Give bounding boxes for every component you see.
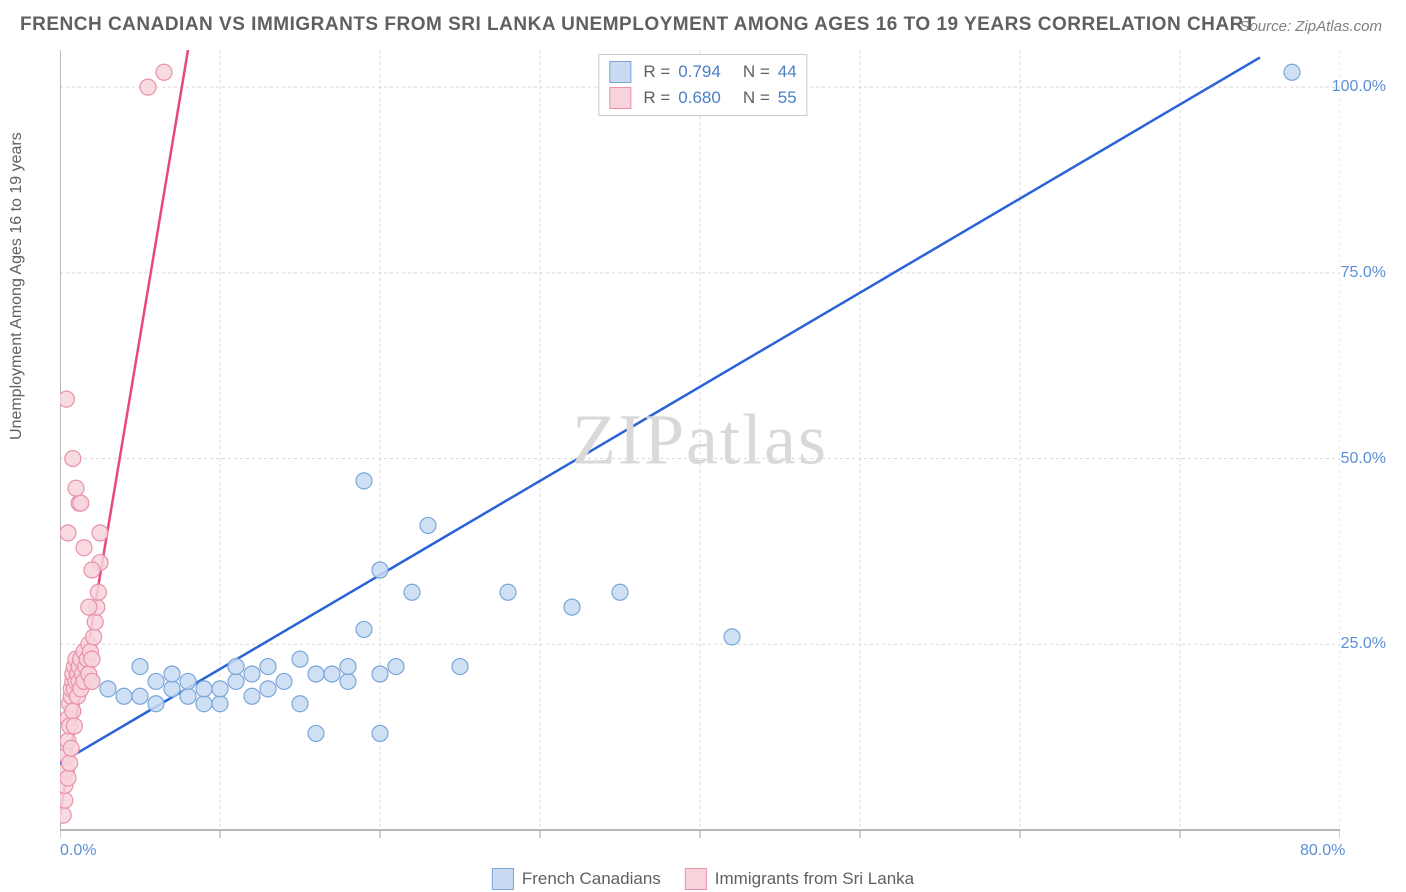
correlation-legend: R = 0.794 N = 44 R = 0.680 N = 55	[598, 54, 807, 116]
legend-item-2: Immigrants from Sri Lanka	[685, 868, 914, 890]
y-tick-label: 100.0%	[1332, 78, 1386, 96]
y-tick-label: 50.0%	[1341, 450, 1386, 468]
legend-bottom-swatch-2	[685, 868, 707, 890]
legend-swatch-2	[609, 87, 631, 109]
n-value-2: 55	[778, 88, 797, 108]
r-label: R =	[643, 88, 670, 108]
legend-item-1: French Canadians	[492, 868, 661, 890]
y-tick-label: 75.0%	[1341, 264, 1386, 282]
legend-row-series-2: R = 0.680 N = 55	[609, 85, 796, 111]
x-tick-label: 80.0%	[1300, 842, 1345, 860]
y-axis-label: Unemployment Among Ages 16 to 19 years	[8, 132, 26, 440]
r-value-1: 0.794	[678, 62, 721, 82]
r-value-2: 0.680	[678, 88, 721, 108]
legend-label-1: French Canadians	[522, 869, 661, 889]
n-value-1: 44	[778, 62, 797, 82]
legend-swatch-1	[609, 61, 631, 83]
legend-row-series-1: R = 0.794 N = 44	[609, 59, 796, 85]
plot-area: ZIPatlas	[60, 50, 1340, 830]
chart-container: FRENCH CANADIAN VS IMMIGRANTS FROM SRI L…	[0, 0, 1406, 892]
chart-title: FRENCH CANADIAN VS IMMIGRANTS FROM SRI L…	[20, 14, 1256, 36]
source-attribution: Source: ZipAtlas.com	[1239, 18, 1382, 35]
n-label: N =	[743, 88, 770, 108]
y-tick-label: 25.0%	[1341, 635, 1386, 653]
r-label: R =	[643, 62, 670, 82]
scatter-plot-svg	[60, 50, 1340, 860]
legend-label-2: Immigrants from Sri Lanka	[715, 869, 914, 889]
x-tick-label: 0.0%	[60, 842, 96, 860]
n-label: N =	[743, 62, 770, 82]
series-legend: French Canadians Immigrants from Sri Lan…	[492, 868, 914, 890]
legend-bottom-swatch-1	[492, 868, 514, 890]
